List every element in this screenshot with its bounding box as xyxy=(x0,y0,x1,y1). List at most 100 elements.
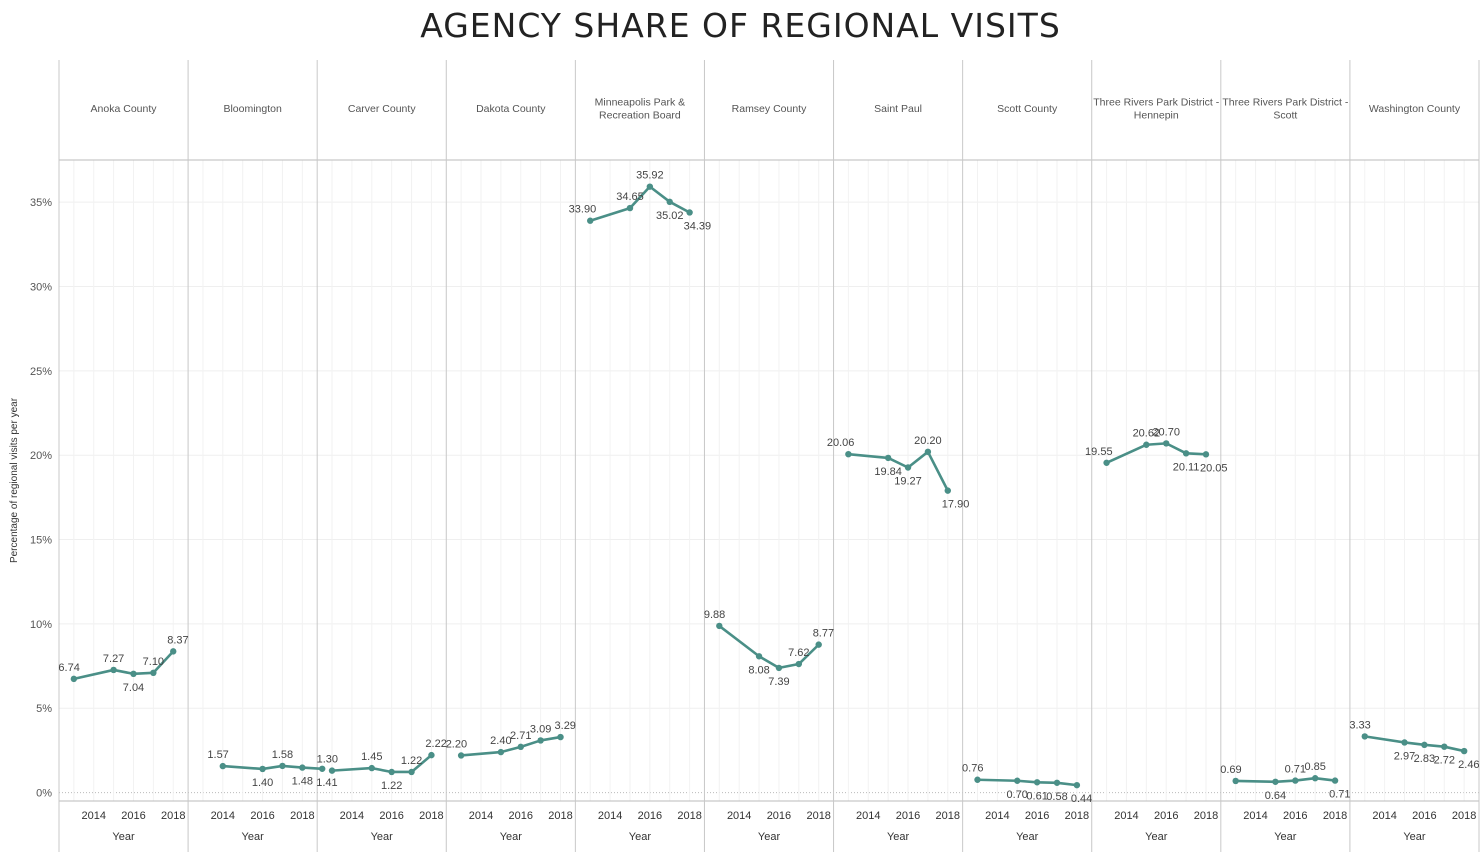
data-label: 2.46 xyxy=(1458,759,1479,771)
x-tick-label: 2018 xyxy=(806,810,830,822)
axes: 0% 5% 10% 15% 20% 25% 30% 35% Percentage of regi… xyxy=(9,197,1476,843)
data-point xyxy=(537,737,544,744)
grid-layer xyxy=(59,160,1479,801)
y-tick-label: 0% xyxy=(36,788,52,800)
data-point xyxy=(457,752,465,759)
data-label: 3.33 xyxy=(1349,719,1370,731)
data-point xyxy=(1014,777,1021,784)
x-tick-label: 2018 xyxy=(677,810,701,822)
panel-header-label: Recreation Board xyxy=(599,110,681,122)
data-point xyxy=(666,198,673,206)
data-label: 0.69 xyxy=(1220,764,1241,776)
data-point xyxy=(904,464,912,471)
series-line xyxy=(1105,442,1208,465)
series-line xyxy=(1234,776,1337,784)
data-point xyxy=(815,641,822,648)
x-tick-label: 2018 xyxy=(419,810,443,822)
x-tick-label: 2018 xyxy=(936,810,960,822)
x-tick-label: 2018 xyxy=(1065,810,1089,822)
panel-header-label: Washington County xyxy=(1369,103,1461,115)
panel-header-label: Scott xyxy=(1273,110,1297,122)
x-tick-label: 2016 xyxy=(379,810,403,822)
x-tick-label: 2016 xyxy=(638,810,662,822)
panel-header-label: Three Rivers Park District - xyxy=(1093,97,1220,109)
data-point xyxy=(170,648,177,655)
data-point xyxy=(626,204,634,212)
data-label: 3.09 xyxy=(530,723,551,735)
data-label: 35.92 xyxy=(636,170,664,182)
data-label: 3.29 xyxy=(555,720,576,732)
x-tick-label: 2014 xyxy=(1372,810,1396,822)
data-label: 2.71 xyxy=(510,730,531,742)
x-tick-label: 2014 xyxy=(1114,810,1138,822)
data-point xyxy=(1053,779,1061,786)
x-tick-label: 2018 xyxy=(1452,810,1476,822)
data-point xyxy=(1163,440,1170,447)
x-axis-label: Year xyxy=(629,831,652,843)
data-label: 2.22 xyxy=(425,738,446,750)
data-point xyxy=(1401,739,1408,746)
panel-header-label: Anoka County xyxy=(91,103,158,115)
data-point xyxy=(686,209,693,216)
y-tick-label: 15% xyxy=(30,535,52,547)
data-label: 9.88 xyxy=(704,609,725,621)
data-label: 19.27 xyxy=(894,476,922,488)
data-label: 1.41 xyxy=(316,777,337,789)
data-label: 8.77 xyxy=(813,628,834,640)
data-point xyxy=(795,660,803,668)
data-point xyxy=(1143,441,1150,448)
data-point xyxy=(755,653,763,660)
data-label: 1.48 xyxy=(292,776,313,788)
panel-headers: Anoka County Bloomington Carver County Dako… xyxy=(91,97,1461,122)
x-tick-label: 2014 xyxy=(469,810,493,822)
panel-header-label: Scott County xyxy=(997,103,1058,115)
data-label: 0.61 xyxy=(1026,790,1047,802)
data-point xyxy=(974,776,981,783)
series-line xyxy=(976,778,1079,787)
y-axis-label: Percentage of regional visits per year xyxy=(9,397,20,563)
y-tick-label: 10% xyxy=(30,619,52,631)
data-label: 2.97 xyxy=(1394,750,1415,762)
data-label: 6.74 xyxy=(58,662,79,674)
y-tick-label: 25% xyxy=(30,366,52,378)
data-point xyxy=(388,768,395,776)
data-point xyxy=(775,664,783,672)
data-point xyxy=(1292,777,1299,784)
y-tick-label: 30% xyxy=(30,282,52,294)
data-label: 0.44 xyxy=(1071,793,1092,805)
y-tick-label: 5% xyxy=(36,703,52,715)
data-point xyxy=(716,622,723,630)
data-point xyxy=(130,670,137,678)
y-tick-label: 35% xyxy=(30,197,52,209)
data-label: 0.70 xyxy=(1007,789,1028,801)
data-point xyxy=(1033,779,1041,786)
x-axis-label: Year xyxy=(242,831,265,843)
data-point xyxy=(70,675,78,683)
panel-header-label: Ramsey County xyxy=(732,103,807,115)
x-tick-label: 2014 xyxy=(211,810,235,822)
data-label: 20.62 xyxy=(1133,428,1161,440)
panel-header-label: Bloomington xyxy=(223,103,282,115)
data-label: 34.65 xyxy=(616,191,644,203)
data-label: 0.58 xyxy=(1046,791,1067,803)
x-tick-label: 2014 xyxy=(1243,810,1267,822)
series-line xyxy=(221,764,324,771)
x-tick-label: 2018 xyxy=(548,810,572,822)
data-label: 1.57 xyxy=(207,749,228,761)
data-label: 2.40 xyxy=(490,735,511,747)
data-point xyxy=(408,768,415,776)
x-tick-label: 2016 xyxy=(1283,810,1307,822)
data-point xyxy=(497,748,505,756)
y-tick-label: 20% xyxy=(30,450,52,462)
data-label: 33.90 xyxy=(569,204,597,216)
panel-header-label: Three Rivers Park District - xyxy=(1222,97,1349,109)
panel-header-label: Minneapolis Park & xyxy=(595,97,685,109)
data-label: 2.83 xyxy=(1414,753,1435,765)
data-point xyxy=(1311,775,1319,782)
x-tick-label: 2016 xyxy=(1154,810,1178,822)
x-tick-label: 2018 xyxy=(161,810,185,822)
data-label: 0.71 xyxy=(1285,764,1306,776)
data-point xyxy=(646,183,654,190)
data-label: 20.06 xyxy=(827,437,855,449)
panel-header-label: Saint Paul xyxy=(874,103,922,115)
